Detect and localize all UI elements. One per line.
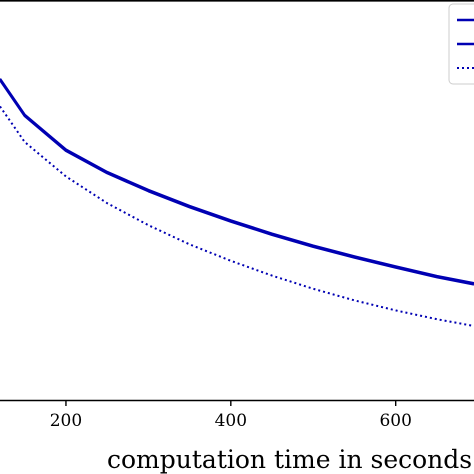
series-layer bbox=[0, 78, 474, 327]
legend-entries bbox=[457, 18, 474, 69]
series-line-3 bbox=[0, 105, 474, 327]
x-axis-label: computation time in seconds bbox=[107, 445, 472, 474]
legend bbox=[448, 3, 474, 85]
series-line-2 bbox=[0, 78, 474, 285]
x-tick-layer: 200 400 600 bbox=[50, 400, 412, 431]
x-tick-label-600: 600 bbox=[379, 411, 411, 431]
x-tick-label-400: 400 bbox=[215, 411, 247, 431]
x-tick-label-200: 200 bbox=[50, 411, 82, 431]
plot-area bbox=[0, 0, 474, 400]
